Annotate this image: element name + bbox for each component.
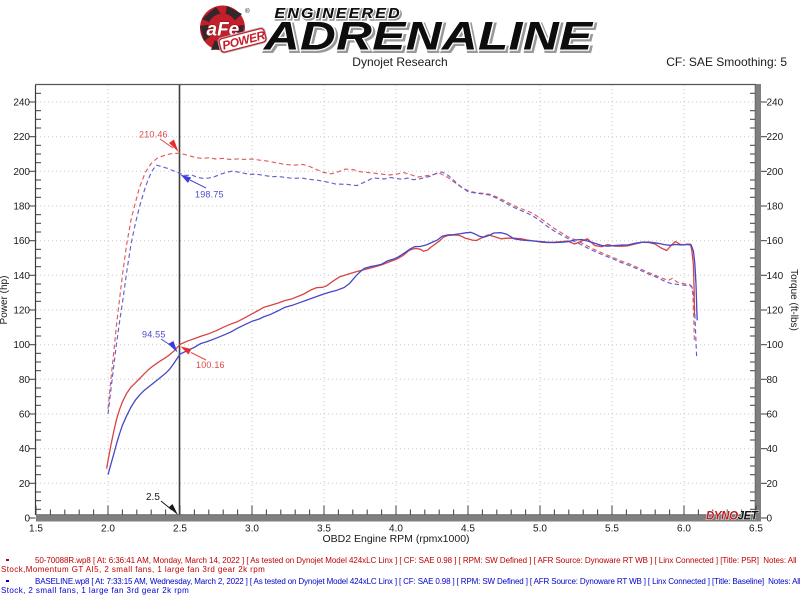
svg-text:0: 0 [24, 514, 30, 525]
svg-text:Power (hp): Power (hp) [0, 276, 10, 325]
svg-text:40: 40 [767, 444, 779, 455]
svg-text:140: 140 [13, 271, 30, 282]
svg-text:100: 100 [767, 340, 784, 351]
svg-text:3.0: 3.0 [245, 524, 259, 535]
svg-text:140: 140 [767, 271, 784, 282]
svg-text:1.5: 1.5 [29, 524, 43, 535]
svg-text:6.0: 6.0 [677, 524, 691, 535]
svg-text:0: 0 [767, 514, 773, 525]
svg-text:94.55: 94.55 [142, 330, 166, 340]
svg-text:160: 160 [767, 236, 784, 247]
svg-text:OBD2 Engine RPM (rpmx1000): OBD2 Engine RPM (rpmx1000) [322, 533, 469, 545]
svg-text:ENGINEERED: ENGINEERED [275, 5, 402, 21]
svg-text:120: 120 [767, 306, 784, 317]
svg-text:6.5: 6.5 [749, 524, 763, 535]
svg-text:ADRENALINE: ADRENALINE [263, 13, 594, 58]
svg-text:220: 220 [767, 132, 784, 143]
svg-text:80: 80 [767, 375, 779, 386]
svg-text:240: 240 [13, 98, 30, 109]
svg-text:200: 200 [13, 167, 30, 178]
svg-text:100: 100 [13, 340, 30, 351]
svg-text:ADRENALINE: ADRENALINE [263, 13, 594, 58]
svg-text:60: 60 [19, 410, 31, 421]
svg-text:®: ® [245, 7, 250, 15]
svg-text:ADRENALINE: ADRENALINE [265, 15, 596, 60]
svg-text:160: 160 [13, 236, 30, 247]
svg-text:80: 80 [19, 375, 31, 386]
svg-text:5.5: 5.5 [605, 524, 619, 535]
svg-text:20: 20 [19, 479, 31, 490]
svg-text:40: 40 [19, 444, 31, 455]
svg-text:DYNOJET: DYNOJET [706, 511, 759, 523]
svg-text:240: 240 [767, 98, 784, 109]
svg-text:ENGINEERED: ENGINEERED [275, 5, 402, 21]
svg-text:210.46: 210.46 [139, 130, 168, 140]
svg-text:180: 180 [13, 202, 30, 213]
svg-text:4.5: 4.5 [461, 524, 475, 535]
svg-text:Torque (ft-lbs): Torque (ft-lbs) [788, 269, 799, 331]
svg-text:20: 20 [767, 479, 779, 490]
svg-text:3.5: 3.5 [317, 524, 331, 535]
svg-text:200: 200 [767, 167, 784, 178]
svg-text:220: 220 [13, 132, 30, 143]
svg-text:5.0: 5.0 [533, 524, 547, 535]
svg-text:2.5: 2.5 [146, 492, 160, 503]
svg-text:120: 120 [13, 306, 30, 317]
svg-text:60: 60 [767, 410, 779, 421]
svg-text:2.5: 2.5 [173, 524, 187, 535]
svg-text:ENGINEERED: ENGINEERED [276, 7, 403, 23]
svg-text:198.75: 198.75 [195, 190, 224, 200]
svg-text:100.16: 100.16 [196, 360, 225, 370]
svg-text:180: 180 [767, 202, 784, 213]
svg-text:2.0: 2.0 [101, 524, 115, 535]
svg-text:4.0: 4.0 [389, 524, 403, 535]
